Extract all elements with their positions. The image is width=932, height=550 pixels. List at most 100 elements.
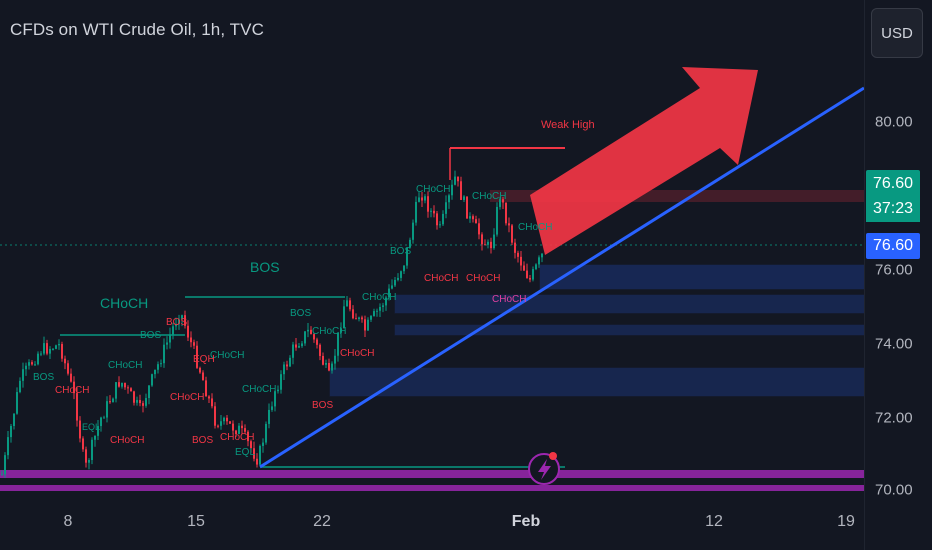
candle-body (394, 279, 396, 286)
candle-body (331, 363, 333, 371)
date-tick: 22 (313, 513, 331, 530)
candle-body (232, 423, 234, 431)
candle-body (97, 426, 99, 436)
candle-body (157, 364, 159, 370)
candle-body (202, 372, 204, 381)
price-tick: 80.00 (875, 113, 913, 131)
candle-body (391, 285, 393, 289)
candle-body (94, 435, 96, 440)
candle-body (355, 318, 357, 320)
candle-body (64, 358, 66, 364)
candle-body (412, 222, 414, 240)
choch-label: CHoCH (55, 385, 89, 396)
candle-body (406, 247, 408, 266)
choch-label: CHoCH (312, 326, 346, 337)
choch-label: CHoCH (518, 222, 552, 233)
currency-button[interactable]: USD (871, 8, 923, 58)
bos-label: BOS (140, 330, 161, 341)
candle-body (88, 459, 90, 463)
choch-label: CHoCH (210, 350, 244, 361)
price-tick: 76.00 (875, 261, 913, 279)
choch-label: CHoCH (220, 432, 254, 443)
candle-body (58, 344, 60, 346)
candle-body (280, 374, 282, 390)
candle-body (541, 253, 543, 258)
candle-body (523, 265, 525, 271)
candle-body (169, 334, 171, 343)
candle-body (517, 252, 519, 257)
candle-body (448, 195, 450, 203)
lightning-bolt-icon[interactable] (528, 452, 560, 485)
candle-body (397, 277, 399, 280)
candle-body (79, 420, 81, 439)
candle-body (442, 213, 444, 225)
choch-label: CHoCH (242, 384, 276, 395)
candle-body (367, 319, 369, 331)
candle-body (4, 455, 6, 475)
choch-label: CHoCH (108, 360, 142, 371)
candle-body (85, 449, 87, 463)
candle-body (205, 380, 207, 397)
candle-body (469, 216, 471, 219)
candle-body (208, 396, 210, 399)
candle-body (340, 328, 342, 333)
candle-body (316, 339, 318, 345)
candle-body (322, 355, 324, 365)
last-price-value: 76.60 (872, 175, 914, 192)
candle-body (358, 317, 360, 320)
bullish-arrow (530, 67, 758, 255)
bos-label: BOS (390, 246, 411, 257)
candle-body (484, 244, 486, 246)
candle-body (49, 348, 51, 354)
candle-body (184, 315, 186, 326)
candle-body (385, 297, 387, 306)
choch-label: CHoCH (362, 292, 396, 303)
candle-body (262, 442, 264, 446)
candle-body (31, 362, 33, 365)
candle-body (496, 206, 498, 235)
candle-body (139, 400, 141, 404)
candle-body (112, 398, 114, 403)
uptrend-line (259, 86, 865, 469)
candle-body (382, 305, 384, 307)
candle-body (334, 355, 336, 364)
candle-body (238, 425, 240, 435)
candle-body (463, 196, 465, 200)
date-tick-month: Feb (511, 513, 541, 530)
candlestick-series (1, 170, 543, 478)
candle-body (193, 342, 195, 346)
candle-body (127, 387, 129, 389)
bos-label: BOS (290, 308, 311, 319)
candle-body (214, 406, 216, 426)
candle-body (142, 403, 144, 406)
candle-body (505, 202, 507, 224)
candle-body (487, 241, 489, 245)
candle-body (7, 437, 9, 456)
candle-body (439, 224, 441, 226)
candle-body (187, 325, 189, 338)
candle-body (352, 309, 354, 319)
candle-body (349, 300, 351, 310)
candle-body (220, 421, 222, 426)
date-tick: 8 (63, 513, 73, 530)
candle-body (319, 344, 321, 356)
candle-body (457, 176, 459, 182)
candle-body (190, 337, 192, 343)
candle-body (130, 388, 132, 392)
support-band-lower (0, 485, 864, 491)
eqh-label: EQH (193, 354, 215, 365)
candle-body (415, 201, 417, 223)
demand-zone-3 (394, 324, 865, 336)
bos-label: BOS (312, 400, 333, 411)
bar-countdown: 37:23 (872, 200, 914, 217)
candle-body (46, 343, 48, 354)
candle-body (13, 413, 15, 427)
candle-body (10, 426, 12, 438)
candle-body (256, 458, 258, 465)
candle-body (433, 210, 435, 214)
candle-body (310, 329, 312, 335)
candle-body (67, 363, 69, 374)
candle-body (418, 197, 420, 202)
candle-body (502, 199, 504, 203)
